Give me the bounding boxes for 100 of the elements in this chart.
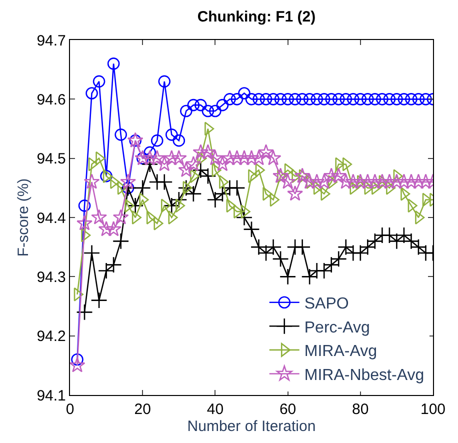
point	[144, 146, 156, 159]
point	[150, 134, 164, 147]
legend-label: SAPO	[304, 296, 349, 313]
point	[112, 209, 129, 224]
point	[368, 93, 382, 106]
point	[163, 197, 180, 214]
point	[302, 174, 318, 189]
point	[360, 174, 376, 189]
point	[120, 174, 136, 189]
point	[219, 175, 229, 189]
point	[156, 174, 173, 190]
point	[216, 98, 229, 112]
point	[340, 93, 352, 106]
point	[91, 209, 108, 224]
point	[172, 134, 186, 147]
point	[132, 210, 142, 224]
point	[100, 170, 112, 182]
point	[214, 185, 231, 202]
point	[265, 150, 282, 166]
point	[264, 238, 282, 256]
point	[206, 191, 224, 208]
point	[388, 174, 405, 189]
point	[142, 156, 158, 173]
point	[170, 191, 188, 208]
point	[415, 210, 425, 224]
y-axis-title: F-score (%)	[14, 178, 32, 257]
point	[209, 104, 222, 118]
x-tick-label: 0	[66, 401, 74, 418]
y-tick-label: 94.6	[36, 91, 66, 108]
point	[294, 238, 311, 256]
point	[274, 93, 287, 106]
point	[316, 174, 332, 189]
point	[403, 174, 420, 189]
point	[280, 174, 296, 189]
point	[366, 174, 383, 189]
legend-label: MIRA-Avg	[304, 343, 377, 360]
point	[92, 75, 106, 88]
point	[398, 93, 410, 106]
point	[346, 93, 360, 106]
y-tick-label: 94.4	[36, 210, 66, 227]
legend-label: Perc-Avg	[304, 319, 370, 336]
x-tick-label: 80	[352, 401, 369, 418]
point	[229, 150, 245, 166]
point	[272, 168, 289, 183]
point	[301, 268, 318, 286]
y-tick-label: 94.1	[36, 387, 66, 404]
point	[202, 104, 214, 118]
point	[238, 87, 250, 100]
point	[230, 93, 244, 106]
point	[330, 168, 347, 183]
point	[236, 209, 253, 226]
point	[381, 174, 398, 189]
point	[90, 292, 108, 309]
point	[71, 353, 84, 366]
point	[282, 93, 294, 106]
point	[330, 250, 347, 268]
point	[180, 104, 192, 118]
point	[374, 174, 390, 189]
point	[308, 174, 325, 189]
point	[272, 250, 289, 268]
point	[84, 174, 100, 189]
point	[149, 150, 166, 166]
point	[405, 93, 418, 106]
point	[224, 93, 236, 106]
point	[146, 210, 156, 224]
point	[412, 93, 425, 106]
point	[342, 157, 352, 172]
point	[105, 256, 122, 274]
point	[359, 238, 376, 256]
point	[86, 87, 98, 100]
point	[294, 168, 310, 183]
point	[362, 93, 374, 106]
point	[165, 128, 178, 141]
x-tick-label: 20	[134, 401, 151, 418]
point	[418, 174, 433, 189]
point	[354, 93, 367, 106]
point	[390, 93, 403, 106]
point	[345, 174, 362, 189]
point	[76, 304, 93, 321]
point	[134, 180, 151, 196]
point	[168, 210, 178, 224]
point	[318, 93, 330, 106]
point	[260, 93, 272, 106]
point	[267, 93, 280, 106]
point	[106, 220, 122, 236]
point	[245, 93, 258, 106]
point	[158, 75, 171, 88]
legend-label: MIRA-Nbest-Avg	[304, 366, 424, 384]
point	[110, 175, 120, 189]
point	[383, 93, 396, 106]
point	[112, 232, 130, 250]
point	[352, 174, 368, 189]
point	[332, 93, 345, 106]
point	[338, 174, 354, 189]
point	[228, 180, 246, 196]
point	[114, 128, 127, 141]
point	[328, 175, 338, 189]
y-tick-label: 94.2	[36, 328, 66, 346]
point	[323, 256, 340, 274]
point	[244, 150, 260, 166]
